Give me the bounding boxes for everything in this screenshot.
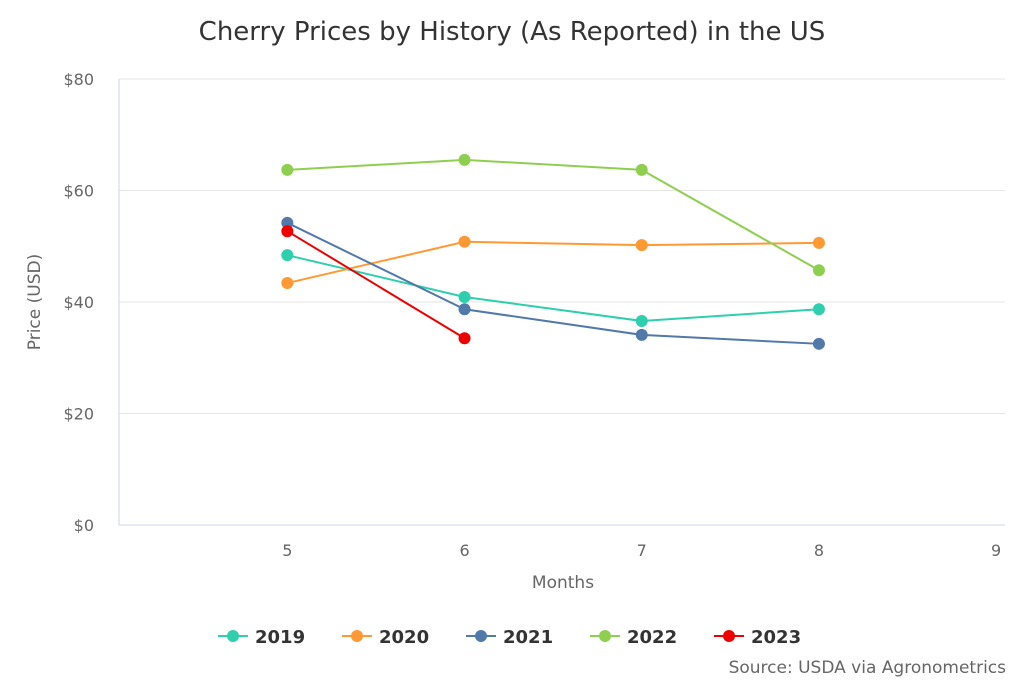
y-axis-label: Price (USD) (25, 254, 45, 350)
y-tick-label: $80 (63, 70, 94, 89)
legend-item-2021[interactable]: 2021 (466, 627, 553, 648)
chart-title: Cherry Prices by History (As Reported) i… (199, 17, 826, 47)
legend-item-2022[interactable]: 2022 (590, 627, 677, 648)
x-tick-label: 8 (814, 541, 824, 560)
x-tick-label: 6 (459, 541, 469, 560)
series-line-2021 (286, 221, 819, 345)
data-point-2021 (635, 328, 648, 341)
y-tick-label: $0 (74, 516, 94, 535)
legend-label: 2023 (751, 627, 801, 648)
legend-item-2023[interactable]: 2023 (714, 627, 801, 648)
data-point-2021 (458, 303, 471, 316)
series-line-2023 (286, 230, 466, 340)
data-point-2021 (812, 337, 825, 350)
legend-label: 2020 (379, 627, 429, 648)
legend-label: 2021 (503, 627, 553, 648)
legend-item-2020[interactable]: 2020 (342, 627, 429, 648)
legend-marker (475, 630, 487, 642)
data-point-2022 (281, 163, 294, 176)
data-point-2020 (281, 277, 294, 290)
legend-label: 2019 (255, 627, 305, 648)
series-line-2020 (287, 240, 819, 285)
x-axis-label: Months (532, 573, 594, 593)
series-line-2019 (287, 254, 820, 322)
y-tick-label: $40 (63, 293, 94, 312)
series-line-2022 (287, 158, 820, 272)
data-point-2023 (458, 332, 471, 345)
data-point-2019 (458, 290, 471, 303)
data-point-2022 (812, 264, 825, 277)
legend-label: 2022 (627, 627, 677, 648)
data-point-2019 (635, 314, 648, 327)
data-point-2022 (635, 163, 648, 176)
legend-marker (351, 630, 363, 642)
data-point-2020 (812, 236, 825, 249)
data-point-2020 (458, 235, 471, 248)
y-tick-label: $60 (63, 182, 94, 201)
legend-marker (723, 630, 735, 642)
data-point-2021 (281, 216, 294, 229)
data-point-2020 (635, 239, 648, 252)
legend-item-2019[interactable]: 2019 (218, 627, 305, 648)
y-tick-label: $20 (63, 405, 94, 424)
legend-marker (599, 630, 611, 642)
source-label: Source: USDA via Agronometrics (729, 658, 1007, 678)
legend-marker (227, 630, 239, 642)
data-point-2019 (812, 303, 825, 316)
data-point-2019 (281, 249, 294, 262)
data-point-2022 (458, 153, 471, 166)
x-tick-label: 9 (991, 541, 1001, 560)
x-tick-label: 5 (282, 541, 292, 560)
data-point-2023 (281, 225, 294, 238)
x-tick-label: 7 (637, 541, 647, 560)
